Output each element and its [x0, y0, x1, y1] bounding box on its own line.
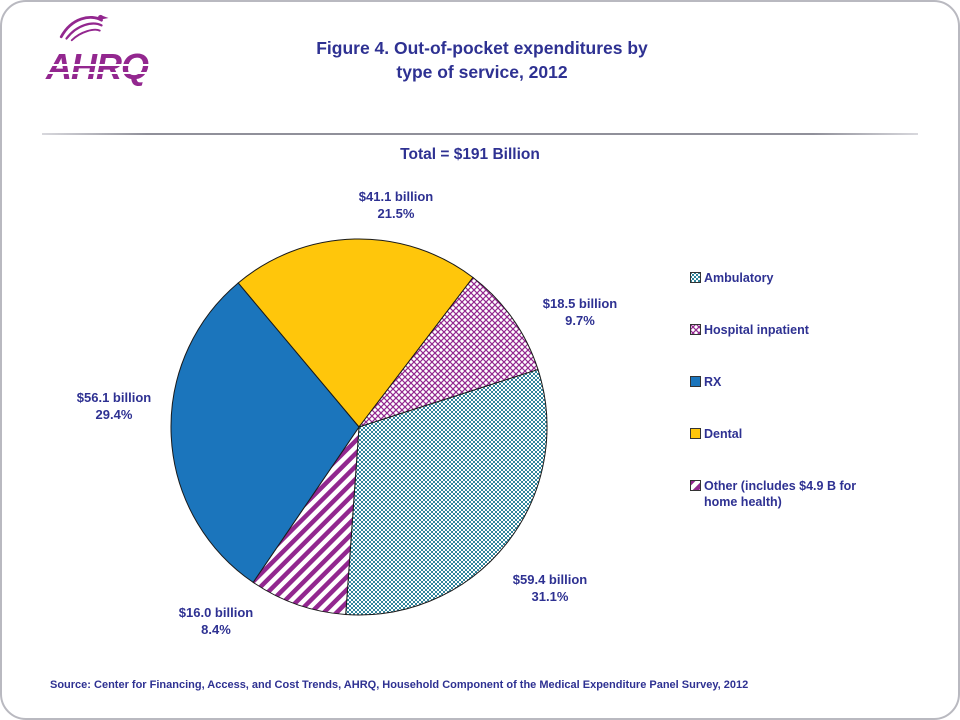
slice-label-ambulatory: $59.4 billion 31.1%	[513, 571, 587, 605]
slice-label-dental-pct: 21.5%	[377, 206, 415, 221]
slice-label-rx: $56.1 billion 29.4%	[77, 389, 151, 423]
slice-label-hospital-inpatient: $18.5 billion 9.7%	[543, 295, 617, 329]
slice-label-hospital-pct: 9.7%	[565, 313, 595, 328]
slice-label-rx-value: $56.1 billion	[76, 390, 152, 405]
pie-slice-hospital-inpatient	[357, 276, 539, 428]
legend-swatch-rx-icon	[690, 376, 701, 387]
header-divider	[42, 133, 918, 135]
total-label: Total = $191 Billion	[400, 146, 540, 163]
pie-chart	[170, 238, 548, 616]
page-title-line2: type of service, 2012	[396, 62, 568, 82]
hhs-eagle-icon	[59, 14, 109, 42]
legend-label-ambulatory: Ambulatory	[704, 271, 774, 285]
legend-label-rx: RX	[704, 375, 722, 389]
slice-label-other-value: $16.0 billion	[178, 605, 254, 620]
page-title: Figure 4. Out-of-pocket expenditures by …	[82, 36, 882, 84]
legend-item-dental: Dental	[690, 426, 922, 442]
pie-slice-dental	[237, 238, 474, 428]
slice-label-dental: $41.1 billion 21.5%	[359, 188, 433, 222]
page-title-line1: Figure 4. Out-of-pocket expenditures by	[316, 38, 648, 58]
slice-label-ambulatory-value: $59.4 billion	[512, 572, 588, 587]
logo-stripe	[44, 72, 150, 74]
legend-swatch-hospital-icon	[690, 324, 701, 335]
ahrq-logo-text: AHRQ	[46, 46, 149, 87]
slice-label-dental-value: $41.1 billion	[358, 189, 434, 204]
legend-label-hospital-inpatient: Hospital inpatient	[704, 323, 809, 337]
legend-swatch-other-icon	[690, 480, 701, 491]
legend-item-other: Other (includes $4.9 B for home health)	[690, 478, 922, 510]
slice-label-other-pct: 8.4%	[201, 622, 231, 637]
legend-item-hospital-inpatient: Hospital inpatient	[690, 322, 922, 338]
legend-item-ambulatory: Ambulatory	[690, 270, 922, 286]
legend-swatch-ambulatory-icon	[690, 272, 701, 283]
logo-stripe	[44, 64, 150, 66]
slice-label-hospital-value: $18.5 billion	[542, 296, 618, 311]
slice-label-ambulatory-pct: 31.1%	[531, 589, 569, 604]
pie-slice-other	[252, 425, 360, 616]
legend: Ambulatory Hospital inpatient RX Dental …	[690, 270, 922, 546]
ahrq-logo: AHRQ	[44, 10, 176, 88]
legend-item-rx: RX	[690, 374, 922, 390]
source-note: Source: Center for Financing, Access, an…	[50, 679, 749, 691]
slice-label-other: $16.0 billion 8.4%	[179, 604, 253, 638]
slice-label-rx-pct: 29.4%	[95, 407, 133, 422]
legend-label-dental: Dental	[704, 427, 743, 441]
pie-slice-ambulatory	[345, 368, 548, 616]
legend-label-other: Other (includes $4.9 B for home health)	[704, 479, 857, 509]
legend-swatch-dental-icon	[690, 428, 701, 439]
pie-slice-rx	[170, 282, 360, 584]
